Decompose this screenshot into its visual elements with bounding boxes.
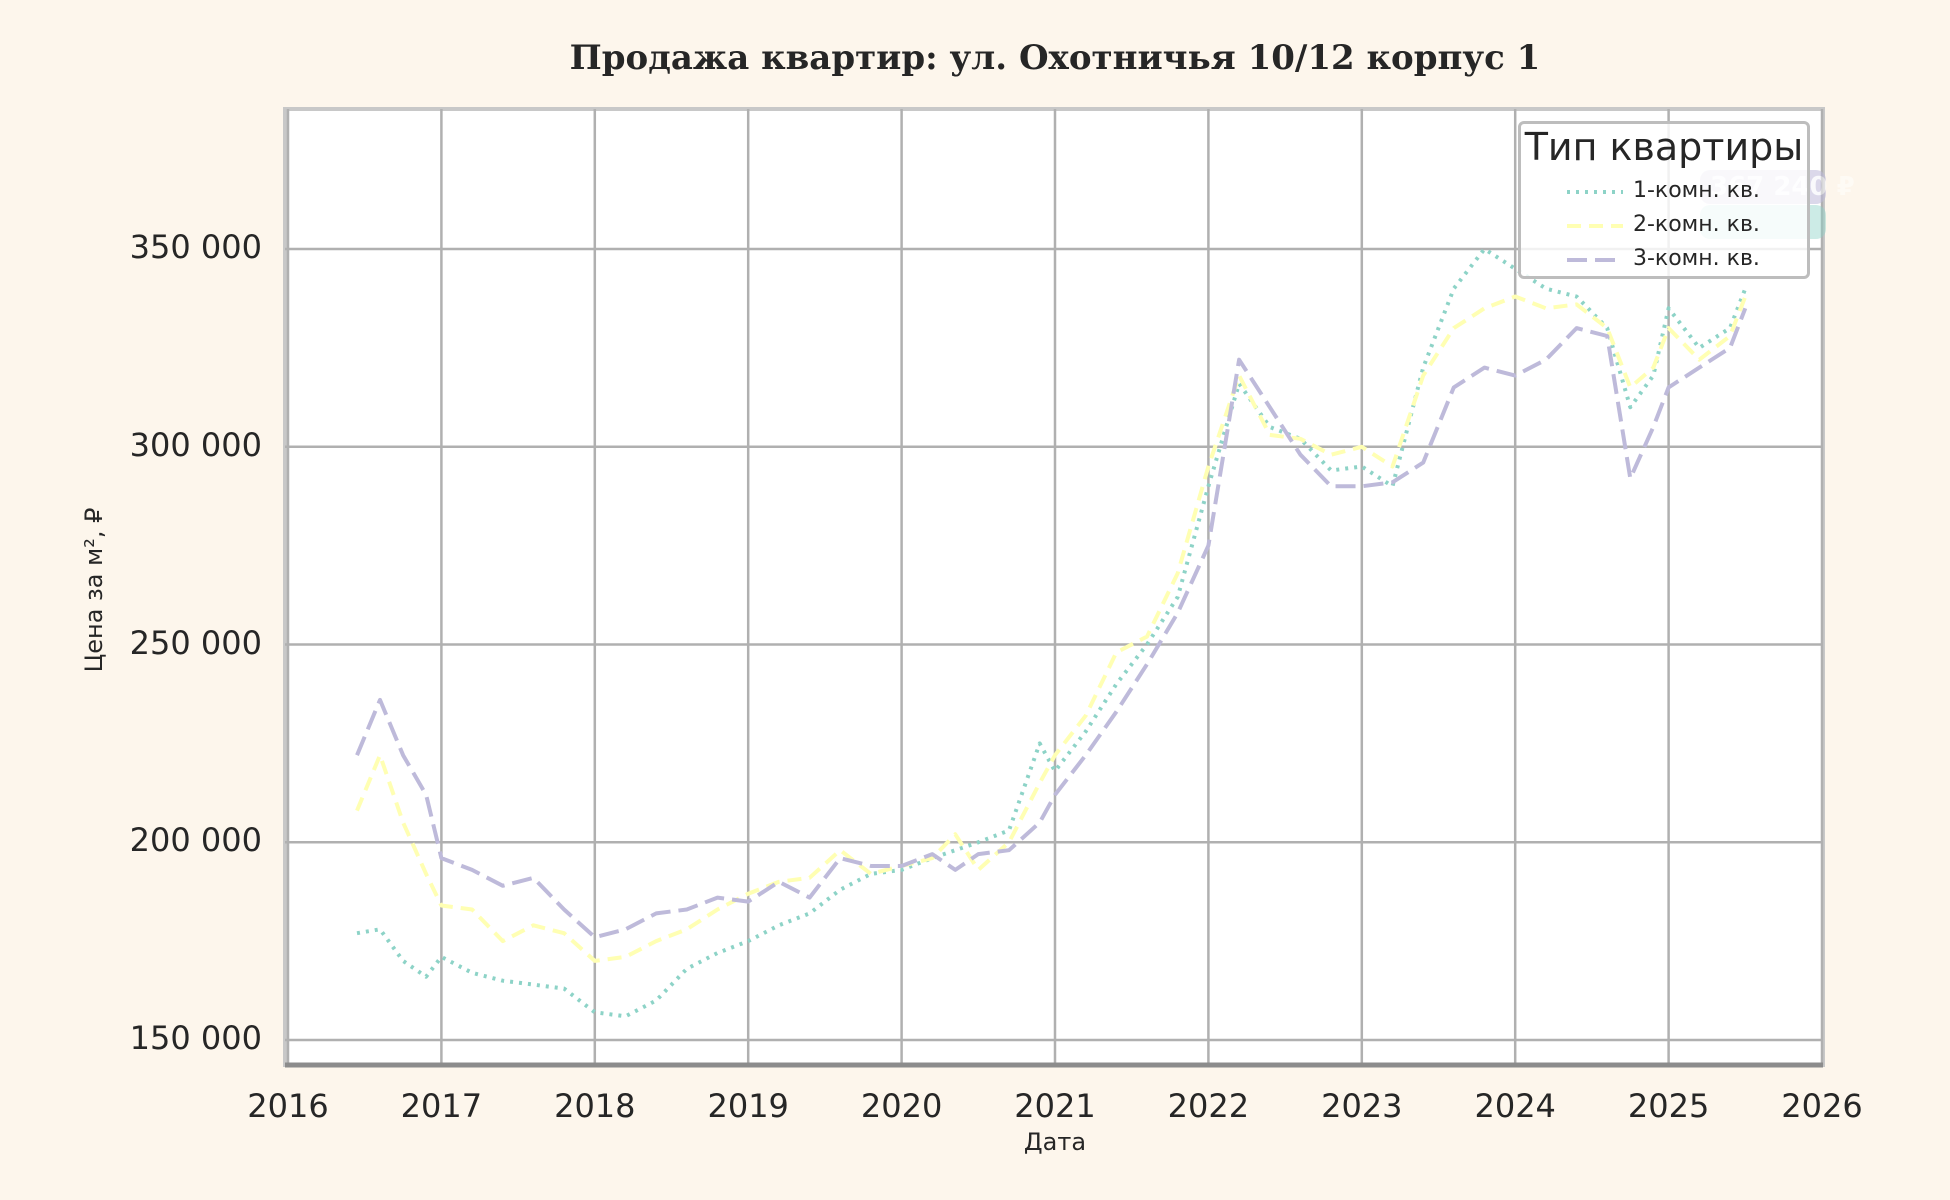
legend-item-1room: 1-комн. кв. bbox=[1521, 176, 1807, 208]
x-tick-label: 2022 bbox=[1167, 1087, 1250, 1125]
y-tick-label: 300 000 bbox=[129, 425, 262, 464]
x-tick-label: 2018 bbox=[554, 1087, 636, 1125]
x-tick-label: 2023 bbox=[1321, 1087, 1403, 1125]
legend-label: 1-комн. кв. bbox=[1633, 178, 1760, 203]
x-tick-label: 2025 bbox=[1627, 1087, 1710, 1125]
x-tick-label: 2020 bbox=[860, 1087, 943, 1125]
chart-title: Продажа квартир: ул. Охотничья 10/12 кор… bbox=[569, 38, 1541, 78]
legend-item-2room: 2-комн. кв. bbox=[1521, 210, 1807, 242]
x-tick-label: 2021 bbox=[1014, 1087, 1096, 1125]
y-tick-label: 200 000 bbox=[129, 821, 262, 860]
data-series bbox=[355, 247, 1748, 1019]
legend-item-3room: 3-комн. кв. bbox=[1521, 244, 1807, 276]
series-line-2room bbox=[355, 294, 1748, 963]
y-axis-label: Цена за м², ₽ bbox=[80, 507, 108, 673]
dashed-line-icon bbox=[1567, 224, 1623, 228]
dotted-line-icon bbox=[1567, 190, 1623, 194]
legend: Тип квартиры 1-комн. кв. 2-комн. кв. 3-к… bbox=[1518, 121, 1810, 279]
x-axis-label: Дата bbox=[1023, 1128, 1087, 1156]
x-tick-label: 2024 bbox=[1474, 1087, 1556, 1125]
y-tick-label: 350 000 bbox=[129, 228, 262, 266]
x-tick-label: 2016 bbox=[247, 1087, 329, 1125]
gridlines bbox=[285, 109, 1824, 1065]
x-tick-label: 2026 bbox=[1781, 1087, 1863, 1125]
legend-label: 3-комн. кв. bbox=[1633, 246, 1760, 271]
x-tick-label: 2019 bbox=[707, 1087, 789, 1125]
x-tick-label: 2017 bbox=[400, 1087, 483, 1125]
long-dashed-line-icon bbox=[1567, 258, 1623, 262]
legend-label: 2-комн. кв. bbox=[1633, 212, 1760, 237]
y-tick-label: 250 000 bbox=[129, 623, 262, 662]
legend-title: Тип квартиры bbox=[1524, 125, 1804, 169]
series-line-3room bbox=[355, 307, 1748, 940]
y-tick-label: 150 000 bbox=[129, 1019, 262, 1057]
